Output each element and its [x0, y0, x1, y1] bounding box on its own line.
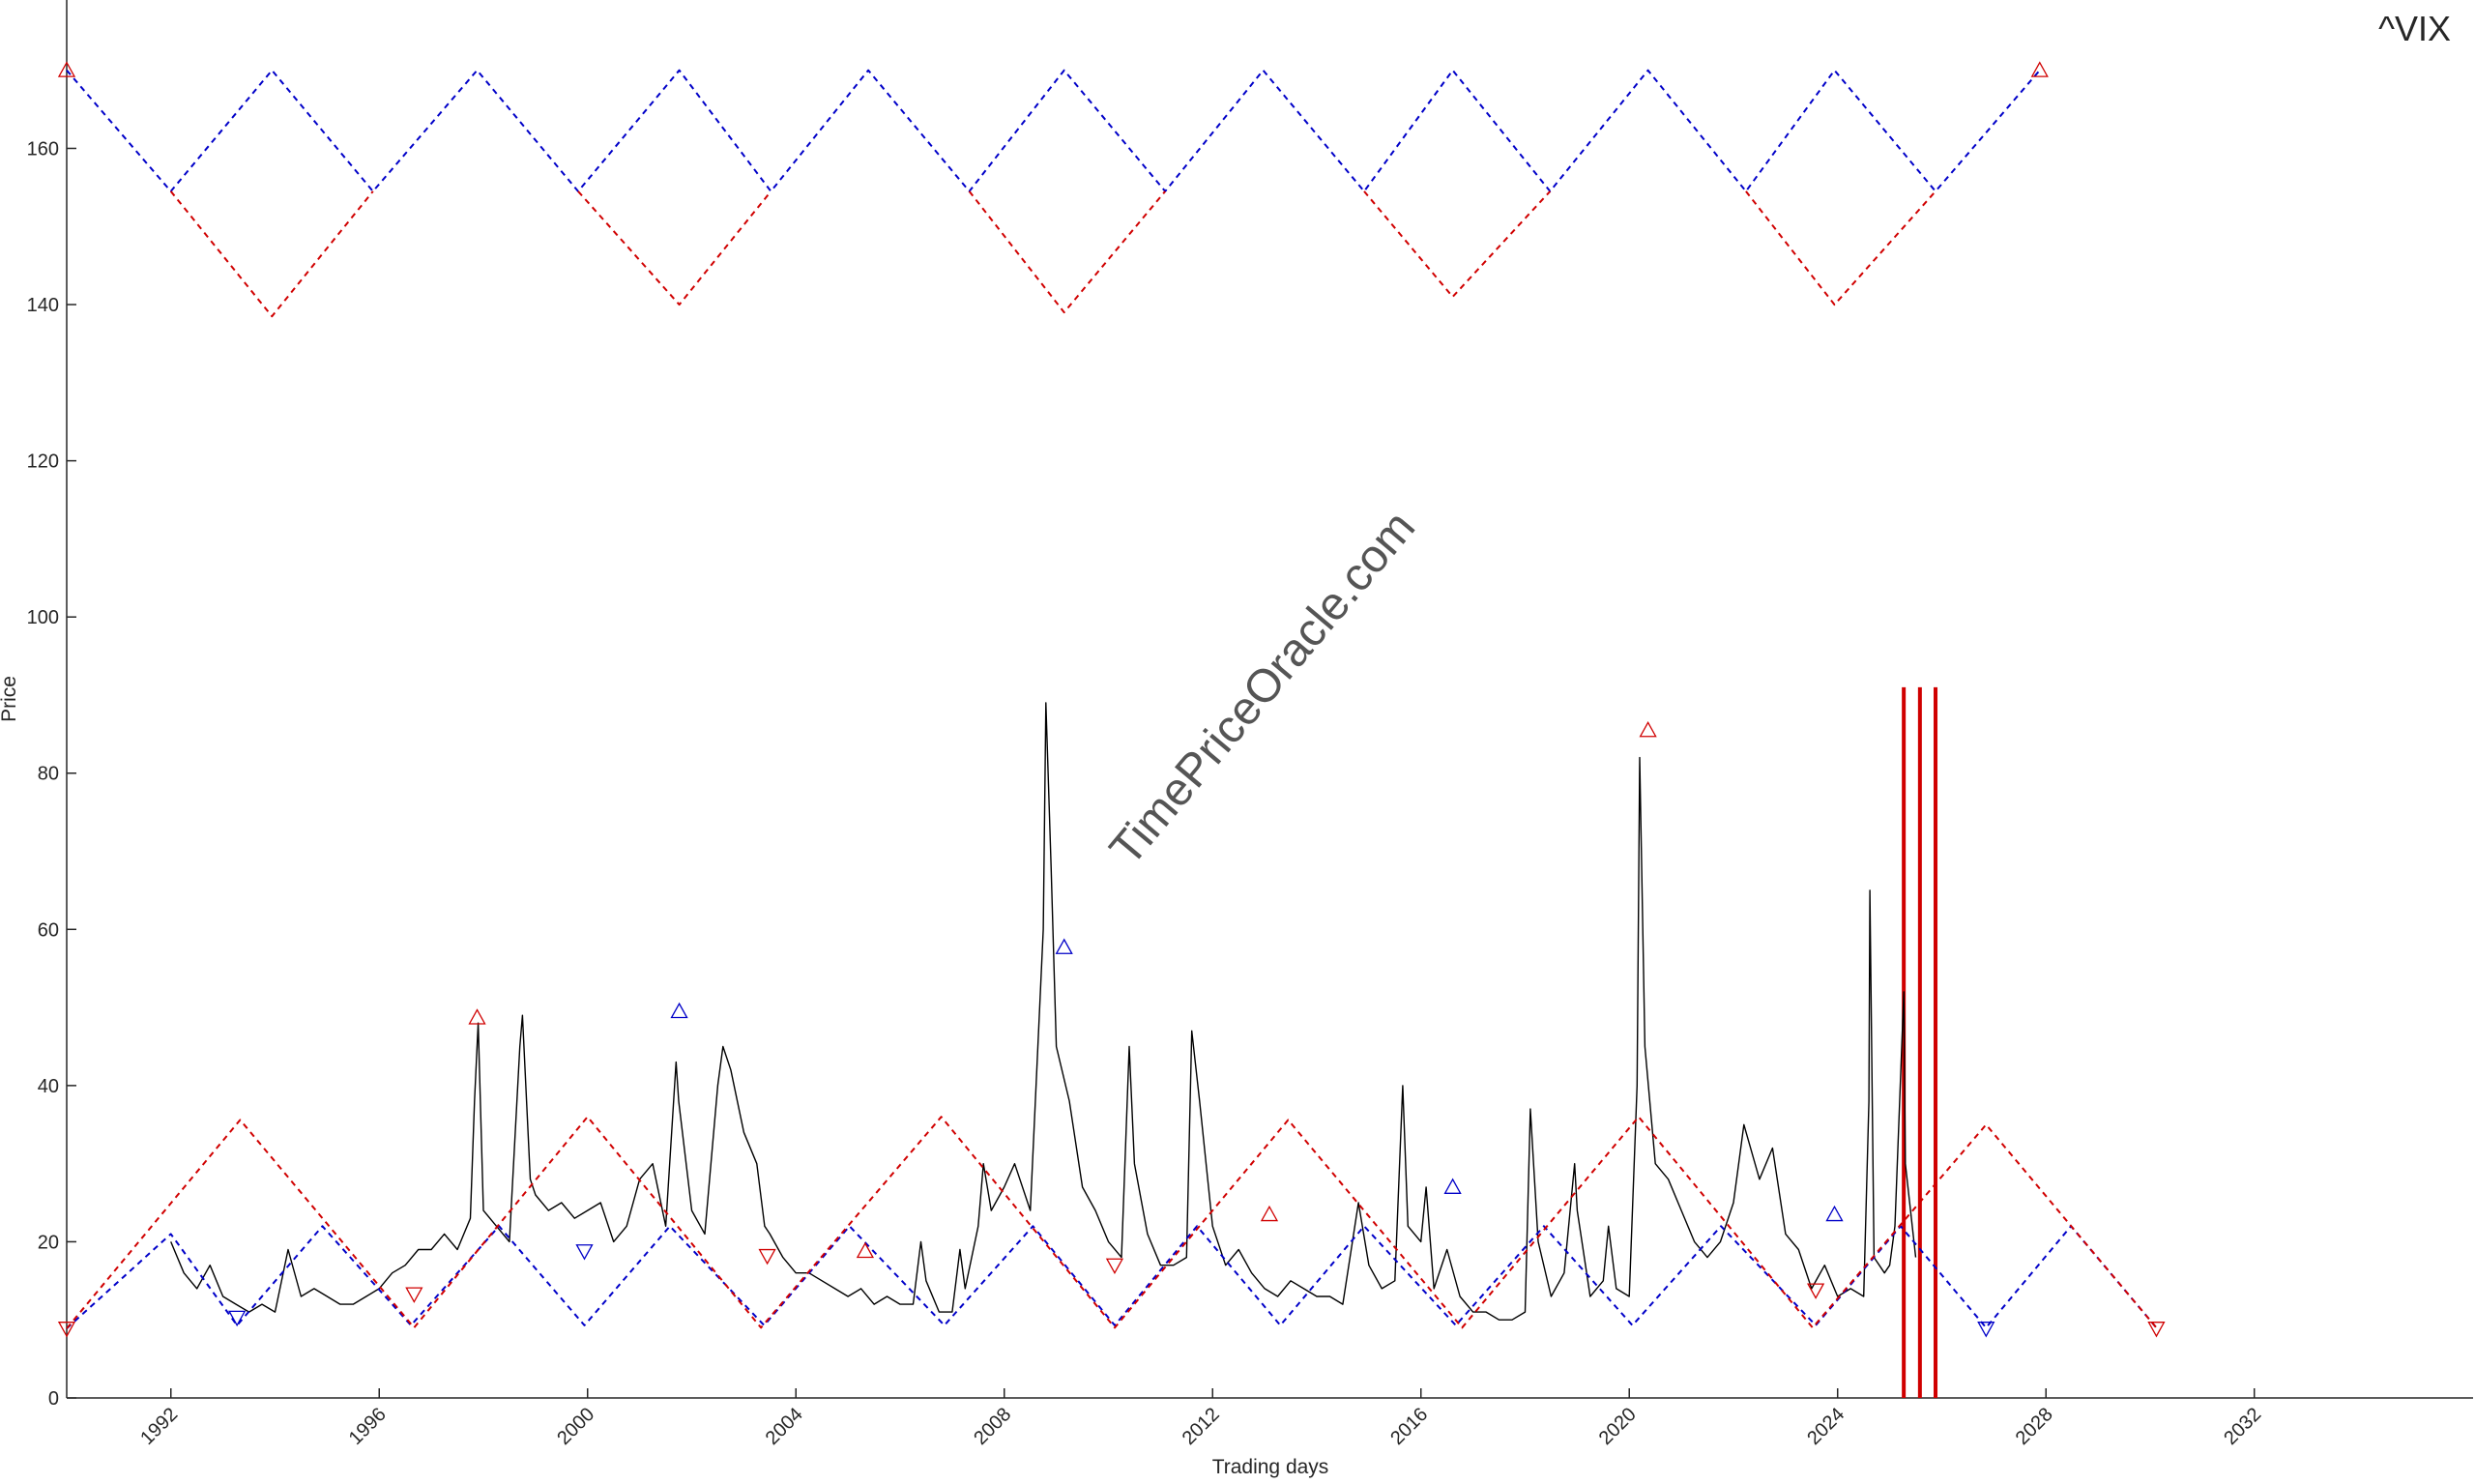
turn-marker: [758, 1248, 776, 1266]
turn-marker: [228, 1310, 247, 1327]
y-tick-label: 160: [27, 138, 59, 160]
y-tick-label: 120: [27, 451, 59, 473]
x-tick-label: 2020: [1595, 1404, 1641, 1449]
x-tick-label: 1996: [345, 1404, 391, 1449]
turn-marker: [468, 1008, 486, 1025]
x-tick-label: 1992: [136, 1404, 182, 1449]
turn-marker: [1055, 938, 1073, 954]
x-tick-label: 2032: [2220, 1404, 2265, 1449]
y-tick-label: 40: [38, 1076, 59, 1097]
y-tick-label: 80: [38, 764, 59, 785]
turn-marker: [2030, 61, 2049, 77]
chart-title: ^VIX: [2378, 9, 2451, 48]
turn-marker: [1260, 1205, 1279, 1222]
turn-marker: [1105, 1258, 1124, 1275]
y-axis-label: Price: [0, 676, 20, 722]
turn-marker: [670, 1002, 688, 1019]
turn-marker: [405, 1287, 423, 1303]
turn-marker: [1806, 1283, 1825, 1299]
turn-marker: [1977, 1322, 1995, 1338]
x-axis-label: Trading days: [1212, 1456, 1329, 1478]
x-tick-label: 2008: [970, 1404, 1015, 1449]
x-tick-label: 2000: [553, 1404, 598, 1449]
x-tick-label: 2004: [762, 1404, 807, 1449]
cycle-line: [66, 1116, 2158, 1329]
y-tick-label: 60: [38, 919, 59, 941]
y-tick-label: 100: [27, 607, 59, 628]
price-line: [170, 702, 1917, 1321]
cycle-line: [66, 1225, 2158, 1329]
turn-marker: [57, 61, 76, 77]
y-tick-label: 0: [48, 1388, 59, 1410]
x-tick-label: 2012: [1179, 1404, 1224, 1449]
turn-marker: [57, 1322, 76, 1338]
turn-marker: [856, 1241, 875, 1259]
cycle-line: [169, 190, 1936, 318]
x-tick-label: 2016: [1386, 1404, 1432, 1449]
turn-marker: [1443, 1178, 1462, 1194]
x-tick-label: 2028: [2012, 1404, 2057, 1449]
y-tick-label: 140: [27, 295, 59, 316]
turn-marker: [1639, 720, 1657, 738]
cycle-line: [66, 69, 2041, 192]
x-tick-label: 2024: [1803, 1404, 1849, 1449]
turn-marker: [1825, 1205, 1844, 1222]
watermark: TimePriceOracle.com: [1100, 502, 1425, 875]
turn-marker: [2147, 1322, 2166, 1338]
y-tick-label: 20: [38, 1232, 59, 1253]
turn-marker: [575, 1244, 594, 1261]
